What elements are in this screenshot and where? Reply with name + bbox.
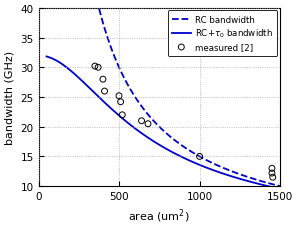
- RC+τ$_0$ bandwidth: [256, 183, 260, 185]
- measured [2]: [139, 119, 144, 123]
- RC bandwidth: [136, 100, 140, 103]
- RC+τ$_0$ bandwidth: [188, 159, 191, 162]
- RC+τ$_0$ bandwidth: [46, 56, 49, 59]
- measured [2]: [118, 101, 123, 104]
- RC bandwidth: [245, 176, 249, 178]
- X-axis label: area (um$^2$): area (um$^2$): [128, 207, 190, 224]
- RC+τ$_0$ bandwidth: [242, 179, 245, 181]
- RC+τ$_0$ bandwidth: [278, 188, 282, 190]
- measured [2]: [270, 172, 274, 175]
- measured [2]: [102, 90, 107, 93]
- RC bandwidth: [199, 156, 202, 159]
- measured [2]: [270, 176, 275, 179]
- Y-axis label: bandwidth (GHz): bandwidth (GHz): [5, 51, 15, 144]
- measured [2]: [92, 65, 97, 69]
- Legend: RC bandwidth, RC+$\tau_0$ bandwidth, measured [2]: RC bandwidth, RC+$\tau_0$ bandwidth, mea…: [167, 11, 277, 56]
- measured [2]: [100, 78, 105, 82]
- RC bandwidth: [245, 175, 248, 178]
- measured [2]: [96, 66, 100, 70]
- RC bandwidth: [181, 145, 185, 148]
- measured [2]: [270, 167, 274, 170]
- RC+τ$_0$ bandwidth: [183, 157, 187, 160]
- measured [2]: [146, 122, 150, 126]
- RC+τ$_0$ bandwidth: [45, 56, 48, 59]
- measured [2]: [117, 95, 121, 98]
- RC bandwidth: [104, 33, 108, 36]
- RC bandwidth: [97, 8, 101, 11]
- RC bandwidth: [278, 185, 282, 188]
- Line: RC+τ$_0$ bandwidth: RC+τ$_0$ bandwidth: [46, 57, 280, 189]
- measured [2]: [120, 114, 125, 117]
- measured [2]: [197, 155, 202, 158]
- RC+τ$_0$ bandwidth: [184, 158, 187, 160]
- Line: RC bandwidth: RC bandwidth: [99, 10, 280, 186]
